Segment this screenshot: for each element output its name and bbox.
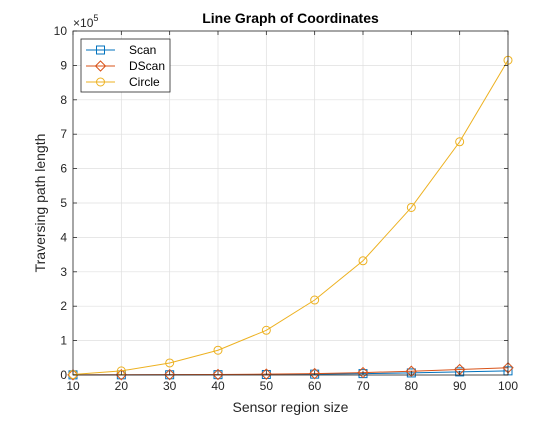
x-tick-label: 20 — [115, 379, 129, 393]
x-tick-label: 80 — [405, 379, 419, 393]
data-point-dscan — [212, 368, 224, 381]
data-point-dscan — [308, 367, 321, 380]
y-tick-label: 8 — [60, 93, 67, 107]
legend-entry-dscan: DScan — [86, 59, 165, 73]
data-point-circle — [406, 202, 416, 212]
data-point-dscan — [163, 368, 176, 381]
y-tick-label: 7 — [60, 127, 67, 141]
data-point-scan — [406, 368, 416, 378]
x-tick-label: 40 — [211, 379, 225, 393]
x-tick-label: 50 — [260, 379, 274, 393]
x-tick-label: 30 — [163, 379, 177, 393]
y-tick-label: 6 — [60, 162, 67, 176]
data-point-circle — [310, 295, 320, 305]
y-tick-label: 0 — [60, 368, 67, 382]
data-point-circle — [213, 345, 223, 355]
data-point-dscan — [357, 366, 369, 379]
x-tick-label: 70 — [356, 379, 370, 393]
data-point-dscan — [405, 365, 418, 377]
y-tick-label: 2 — [60, 299, 67, 313]
y-multiplier-base: 10 — [80, 16, 94, 30]
x-tick-label: 60 — [308, 379, 322, 393]
y-tick-label: 10 — [54, 24, 68, 38]
y-tick-label: 4 — [60, 230, 67, 244]
y-axis-multiplier: ×105 — [73, 13, 98, 30]
y-axis-label: Traversing path length — [32, 134, 48, 273]
data-point-circle — [261, 325, 271, 335]
y-tick-label: 1 — [60, 334, 67, 348]
legend-entry-scan: Scan — [86, 43, 156, 57]
legend-marker-scan — [96, 45, 105, 55]
legend-entry-circle: Circle — [86, 75, 160, 89]
x-tick-label: 90 — [453, 379, 467, 393]
data-point-dscan — [67, 369, 79, 381]
y-multiplier-prefix: × — [73, 16, 80, 30]
legend-label-scan: Scan — [129, 43, 156, 57]
svg-text:×105: ×105 — [73, 13, 98, 30]
data-point-circle — [455, 137, 465, 147]
y-tick-label: 3 — [60, 265, 67, 279]
y-tick-label: 5 — [60, 196, 67, 210]
series-line-circle — [72, 59, 509, 375]
x-tick-label: 10 — [66, 379, 80, 393]
x-axis-label: Sensor region size — [233, 399, 349, 415]
legend-label-dscan: DScan — [129, 59, 165, 73]
y-multiplier-exponent: 5 — [93, 13, 98, 23]
legend-label-circle: Circle — [129, 75, 160, 89]
data-point-scan — [455, 367, 465, 377]
series-circle — [68, 55, 513, 379]
data-point-dscan — [260, 368, 273, 380]
chart-title: Line Graph of Coordinates — [202, 10, 379, 26]
ticks: 10 20 30 40 50 60 70 80 90 100 0 1 2 3 4 5 6 7 8 9 10 — [54, 24, 519, 393]
x-tick-label: 100 — [498, 379, 518, 393]
data-point-circle — [358, 256, 368, 266]
y-tick-label: 9 — [60, 58, 67, 72]
legend: Scan DScan Circle — [80, 38, 171, 93]
legend-marker-circle — [96, 77, 105, 87]
data-point-circle — [165, 358, 175, 368]
legend-marker-dscan — [94, 60, 107, 72]
